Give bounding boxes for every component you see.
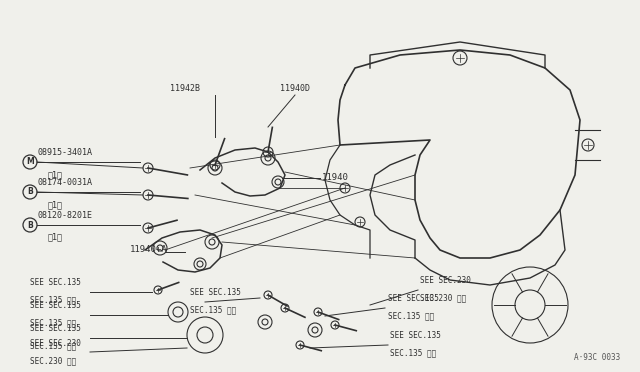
Text: SEC.135 参照: SEC.135 参照 (30, 341, 76, 350)
Text: B: B (27, 221, 33, 230)
Text: SEC.135 参照: SEC.135 参照 (388, 311, 435, 320)
Text: SEC.135 参照: SEC.135 参照 (30, 295, 76, 304)
Text: SEC.135 参照: SEC.135 参照 (390, 348, 436, 357)
Text: SEC.230 参照: SEC.230 参照 (30, 356, 76, 365)
Text: 11940D: 11940D (280, 84, 310, 93)
Text: 11942B: 11942B (170, 84, 200, 93)
Text: SEE SEC.230: SEE SEC.230 (30, 339, 81, 348)
Text: SEE SEC.135: SEE SEC.135 (30, 278, 81, 287)
Text: 11940+A: 11940+A (130, 246, 168, 254)
Text: 08120-8201E: 08120-8201E (38, 211, 93, 220)
Text: SEE SEC.135: SEE SEC.135 (390, 331, 441, 340)
Text: （1）: （1） (48, 200, 63, 209)
Text: SEC.135 参照: SEC.135 参照 (190, 305, 236, 314)
Text: B: B (27, 187, 33, 196)
Text: SEE SEC.135: SEE SEC.135 (388, 294, 439, 303)
Text: 08174-0031A: 08174-0031A (38, 178, 93, 187)
Text: SEE SEC.135: SEE SEC.135 (190, 288, 241, 297)
Text: SEE SEC.135: SEE SEC.135 (30, 301, 81, 310)
Text: SEE SEC.230: SEE SEC.230 (420, 276, 471, 285)
Text: A·93C 0033: A·93C 0033 (573, 353, 620, 362)
Text: 08915-3401A: 08915-3401A (38, 148, 93, 157)
Text: M: M (26, 157, 34, 167)
Text: 11940: 11940 (322, 173, 349, 183)
Text: （1）: （1） (48, 232, 63, 241)
Text: SEC.135 参照: SEC.135 参照 (30, 318, 76, 327)
Text: SEC.230 参照: SEC.230 参照 (420, 293, 467, 302)
Text: （1）: （1） (48, 170, 63, 179)
Text: SEE SEC.135: SEE SEC.135 (30, 324, 81, 333)
